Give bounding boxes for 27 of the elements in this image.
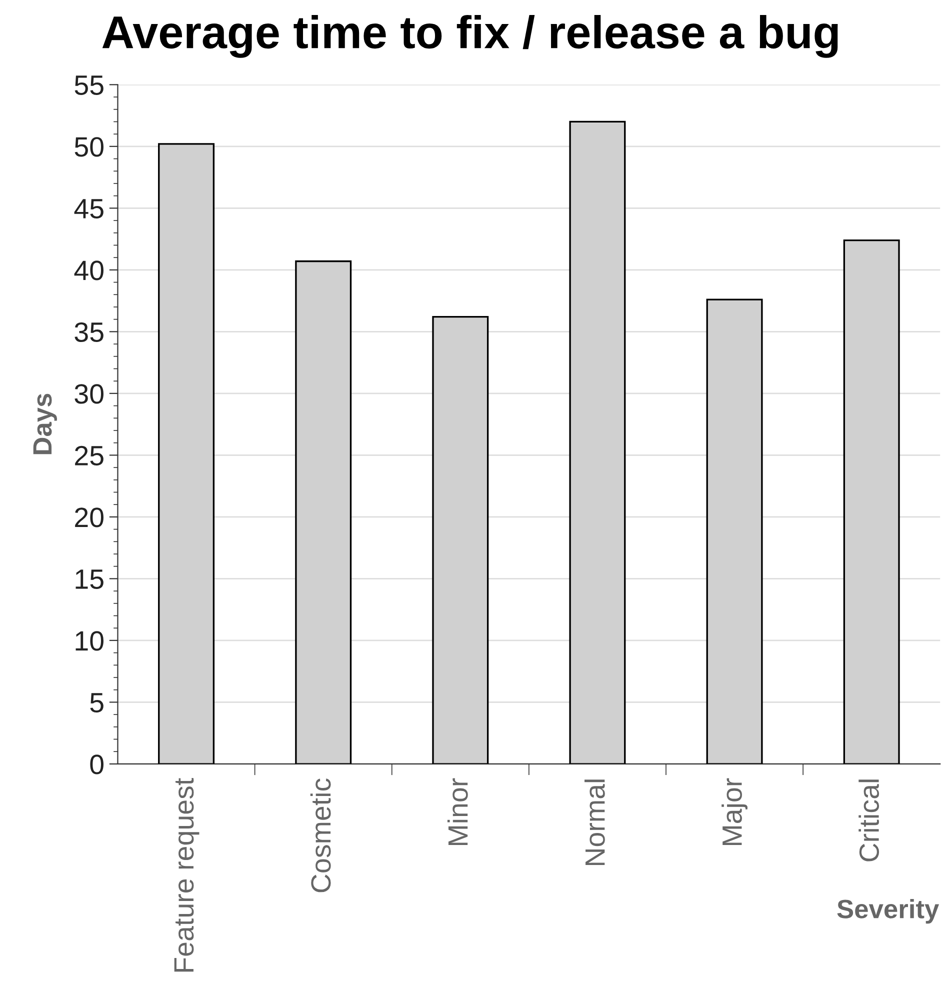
x-tick-label: Normal [584,780,605,866]
y-tick-label: 0 [90,754,104,774]
bar [706,298,763,764]
y-tick-label: 15 [76,570,104,590]
y-tick-label: 40 [74,260,104,280]
y-tick-label: 50 [74,137,104,157]
x-tick-label: Minor [447,778,468,845]
x-tick-label: Cosmetic [310,778,331,892]
x-axis-title: Severity [837,899,940,924]
y-tick-label: 10 [76,631,104,651]
y-tick-label: 30 [74,384,104,404]
y-axis-title: Days [33,394,57,454]
y-tick-label: 35 [74,322,104,342]
bar [843,239,900,764]
x-tick-label: Feature request [174,778,200,972]
bar [569,120,626,764]
y-tick-label: 55 [74,76,104,95]
y-tick-label: 5 [90,693,104,713]
y-tick-label: 45 [74,199,104,219]
bar [432,316,489,764]
y-tick-label: 20 [75,508,104,528]
y-tick-label: 25 [75,446,104,466]
chart-title: Average time to fix / release a bug [102,14,838,58]
x-tick-label: Critical [858,780,880,862]
bar [295,260,352,764]
x-tick-label: Major [722,778,748,845]
bar [158,143,215,764]
